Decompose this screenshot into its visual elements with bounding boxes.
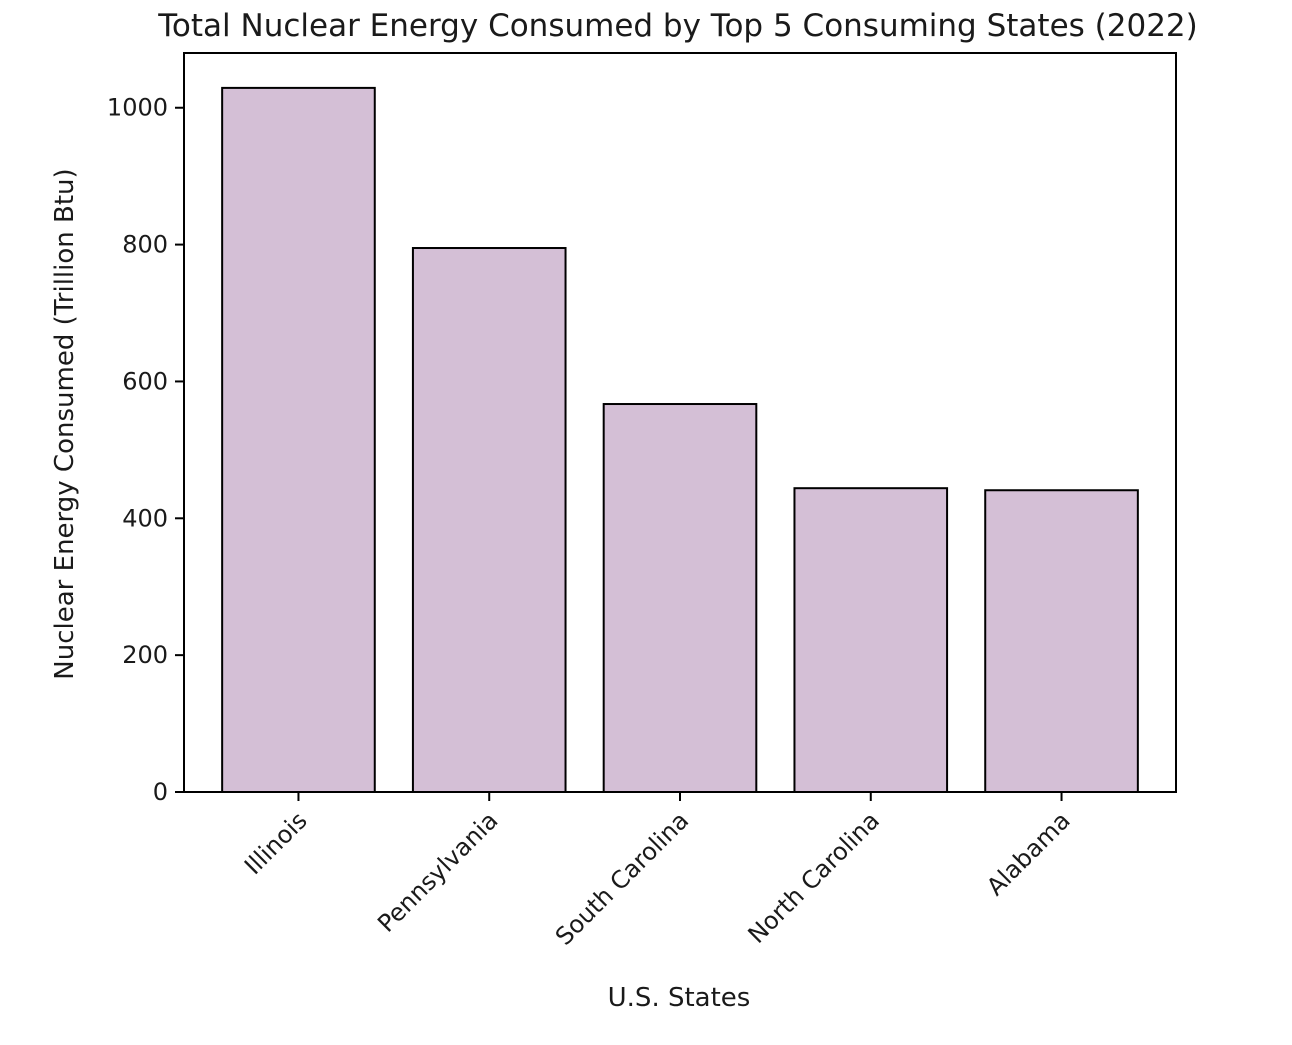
y-tick-label: 600	[122, 367, 168, 395]
x-tick-label: North Carolina	[743, 806, 885, 948]
y-tick-label: 800	[122, 231, 168, 259]
x-tick-label: Alabama	[981, 806, 1076, 901]
bar-pennsylvania	[411, 247, 567, 793]
x-axis-label: U.S. States	[608, 983, 751, 1013]
plot-frame	[183, 52, 1177, 793]
y-axis-ticks: 0 200 400 600 800 1000	[107, 94, 184, 806]
y-tick-label: 400	[122, 504, 168, 532]
bars-group	[221, 86, 1139, 794]
chart-title: Total Nuclear Energy Consumed by Top 5 C…	[157, 8, 1197, 44]
x-tick-label: Pennsylvania	[372, 806, 503, 937]
y-tick-label: 200	[122, 641, 168, 669]
x-tick-label: South Carolina	[550, 806, 694, 950]
x-tick-label: Illinois	[239, 806, 313, 880]
x-axis-ticks: Illinois Pennsylvania South Carolina North …	[239, 792, 1076, 951]
bar-alabama	[984, 489, 1139, 793]
bar-north-carolina	[793, 487, 949, 793]
y-tick-label: 1000	[107, 94, 168, 122]
bar-south-carolina	[602, 403, 758, 793]
bar-illinois	[221, 86, 376, 794]
y-tick-label: 0	[153, 778, 168, 806]
y-axis-label: Nuclear Energy Consumed (Trillion Btu)	[50, 168, 80, 679]
